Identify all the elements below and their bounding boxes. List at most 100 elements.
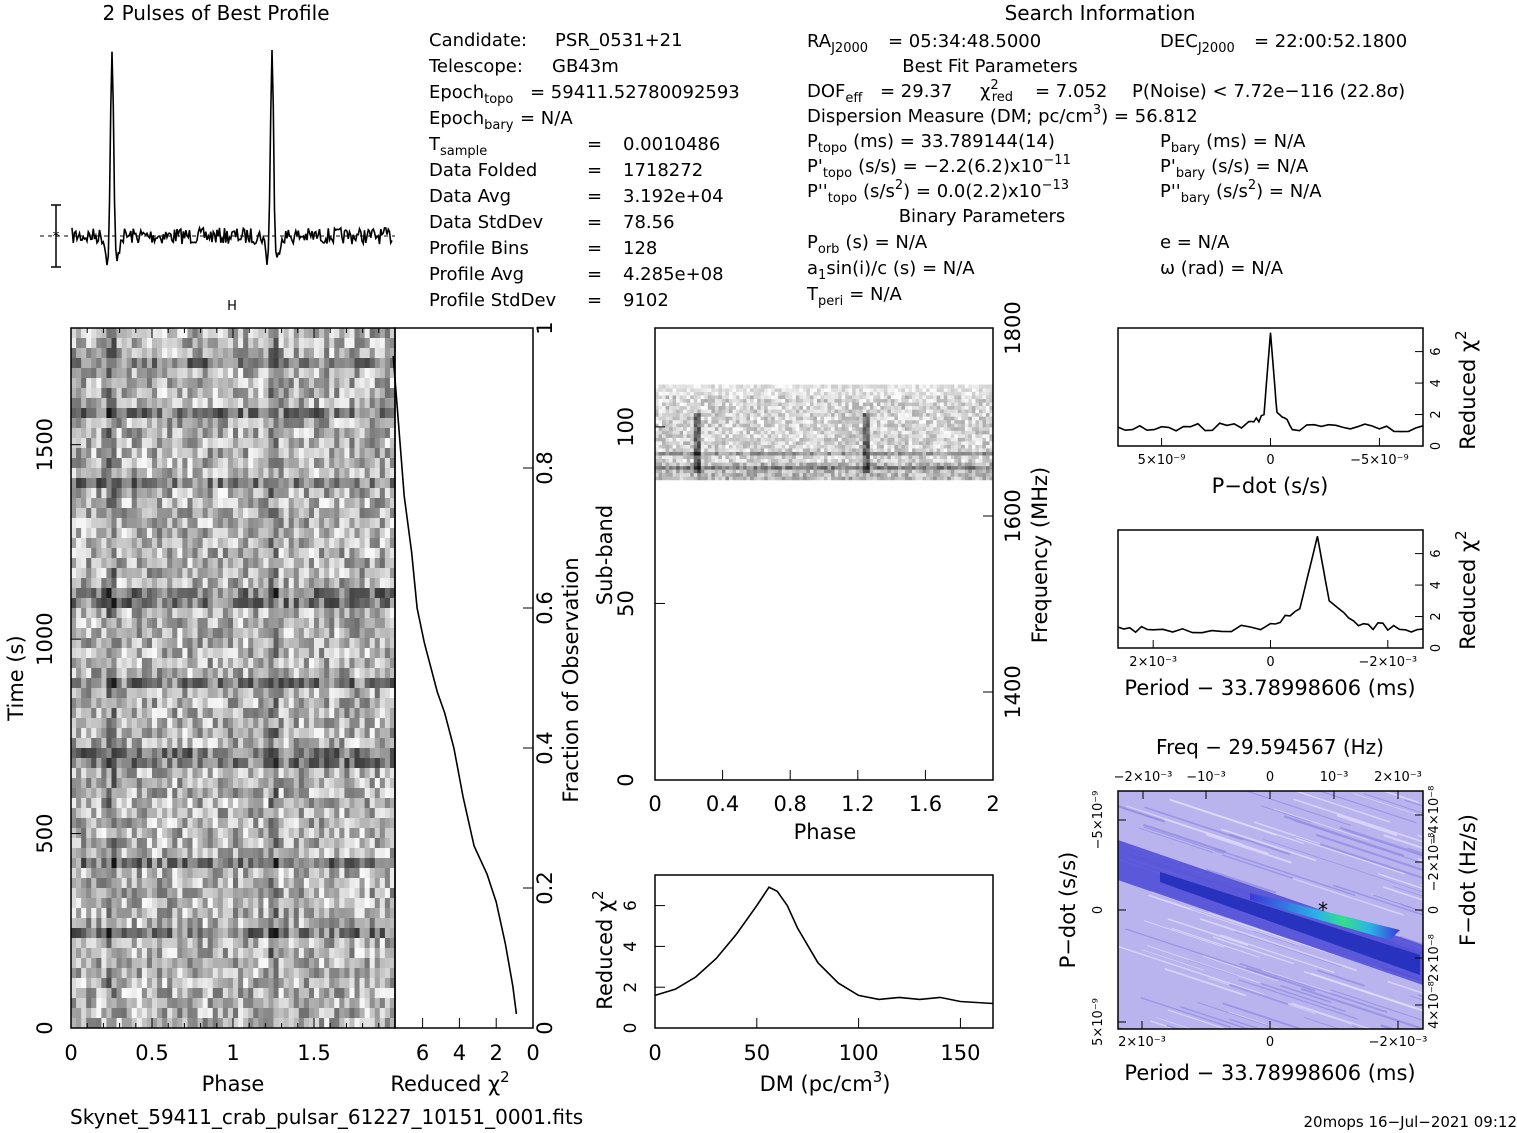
time-phase-cell — [192, 548, 198, 559]
subband-cell — [971, 472, 976, 477]
time-phase-cell — [278, 978, 285, 989]
subband-cell — [707, 472, 712, 477]
time-phase-cell — [152, 528, 158, 539]
time-phase-cell — [192, 1018, 198, 1029]
time-phase-cell — [253, 438, 259, 449]
time-phase-cell — [106, 328, 112, 339]
time-phase-cell — [192, 378, 198, 389]
time-phase-cell — [141, 928, 148, 939]
time-phase-cell — [329, 638, 335, 649]
time-phase-cell — [197, 488, 204, 499]
search-info-title: Search Information — [1005, 1, 1196, 25]
time-phase-cell — [126, 678, 133, 689]
time-phase-cell — [76, 368, 82, 379]
time-phase-cell — [364, 558, 371, 569]
fraction-chi2-frame — [394, 327, 534, 1029]
time-phase-cell — [202, 558, 209, 569]
time-phase-cell — [222, 658, 229, 669]
time-phase-cell — [233, 668, 239, 679]
time-phase-cell — [141, 888, 148, 899]
time-phase-cell — [152, 618, 158, 629]
time-phase-cell — [101, 738, 107, 749]
time-phase-cell — [384, 558, 391, 569]
time-phase-cell — [91, 678, 97, 689]
time-phase-cell — [146, 418, 153, 429]
time-phase-cell — [288, 758, 295, 769]
time-phase-cell — [71, 538, 77, 549]
time-phase-cell — [288, 518, 295, 529]
time-phase-cell — [172, 678, 178, 689]
time-phase-cell — [243, 978, 249, 989]
time-phase-cell — [217, 978, 224, 989]
time-phase-cell — [359, 558, 366, 569]
time-phase-cell — [369, 998, 376, 1009]
time-phase-cell — [344, 648, 350, 659]
info-label-3: Epochbary — [429, 108, 514, 133]
time-phase-cell — [157, 708, 163, 719]
time-phase-cell — [227, 548, 234, 559]
time-phase-cell — [136, 748, 143, 759]
time-phase-cell — [384, 388, 391, 399]
time-phase-cell — [258, 798, 264, 809]
time-phase-cell — [248, 338, 254, 349]
time-phase-cell — [238, 488, 244, 499]
time-phase-cell — [71, 968, 77, 979]
time-phase-cell — [212, 798, 219, 809]
time-phase-cell — [324, 818, 330, 829]
time-phase-cell — [91, 808, 97, 819]
time-phase-cell — [359, 638, 366, 649]
time-phase-cell — [389, 658, 396, 669]
time-phase-cell — [182, 358, 188, 369]
time-phase-cell — [157, 578, 163, 589]
time-phase-cell — [354, 928, 360, 939]
subband-cell — [697, 465, 702, 470]
time-phase-cell — [349, 978, 355, 989]
time-phase-cell — [379, 538, 386, 549]
subband-cell — [690, 472, 695, 477]
time-phase-cell — [258, 898, 264, 909]
time-phase-cell — [298, 578, 305, 589]
time-phase-cell — [121, 1018, 128, 1029]
time-phase-cell — [288, 498, 295, 509]
time-phase-cell — [136, 528, 143, 539]
time-phase-cell — [374, 508, 381, 519]
time-phase-cell — [222, 348, 229, 359]
time-phase-cell — [314, 478, 320, 489]
subband-cell — [824, 469, 828, 474]
subband-cell — [665, 465, 670, 470]
subband-cell — [728, 465, 733, 470]
time-phase-cell — [233, 968, 239, 979]
time-phase-cell — [273, 998, 279, 1009]
time-phase-cell — [146, 978, 153, 989]
time-phase-cell — [303, 488, 310, 499]
time-phase-cell — [379, 998, 386, 1009]
time-phase-cell — [298, 668, 305, 679]
time-phase-cell — [177, 908, 183, 919]
time-phase-cell — [172, 558, 178, 569]
subband-cell — [658, 476, 663, 481]
time-phase-cell — [354, 348, 360, 359]
time-phase-cell — [222, 808, 229, 819]
subband-cell — [750, 476, 754, 481]
subband-cell — [873, 476, 878, 481]
time-phase-cell — [288, 478, 295, 489]
time-phase-cell — [126, 948, 133, 959]
time-phase-cell — [324, 668, 330, 679]
time-phase-cell — [334, 558, 340, 569]
time-phase-cell — [258, 548, 264, 559]
time-phase-cell — [197, 778, 204, 789]
time-phase-cell — [86, 348, 92, 359]
time-phase-cell — [324, 498, 330, 509]
time-phase-cell — [217, 908, 224, 919]
time-phase-cell — [288, 458, 295, 469]
time-phase-cell — [359, 688, 366, 699]
time-phase-cell — [227, 408, 234, 419]
time-phase-cell — [197, 518, 204, 529]
time-phase-cell — [182, 478, 188, 489]
time-phase-cell — [136, 408, 143, 419]
time-phase-cell — [308, 468, 315, 479]
time-phase-cell — [76, 698, 82, 709]
fraction-chi2-xtick-label: 0 — [526, 1041, 539, 1065]
time-phase-cell — [278, 538, 285, 549]
time-phase-cell — [106, 978, 112, 989]
